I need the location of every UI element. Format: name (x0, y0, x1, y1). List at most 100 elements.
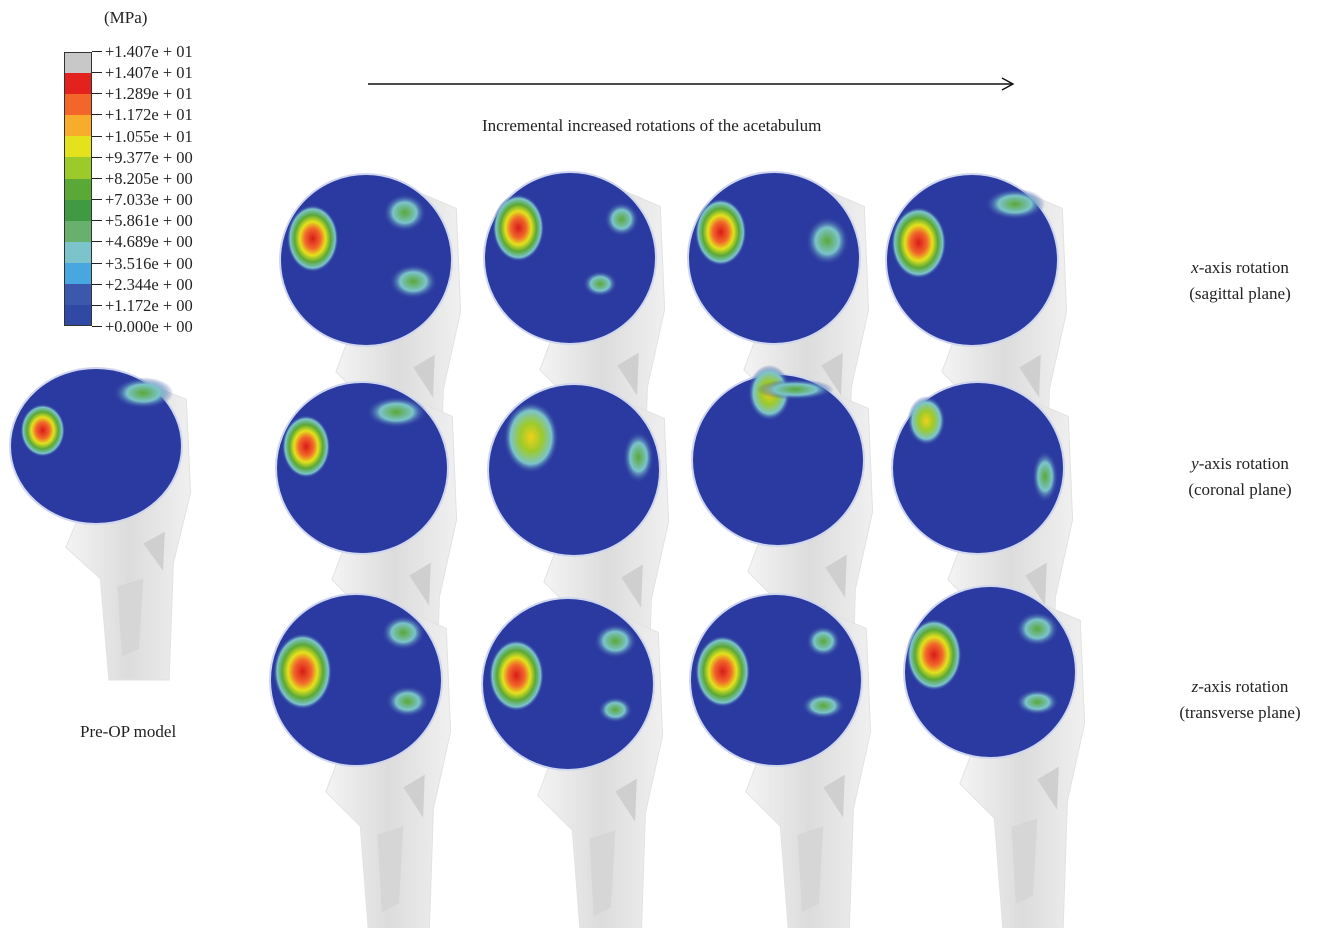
femoral-head-ball (483, 171, 657, 345)
femur-bone-shape (747, 381, 874, 719)
femoral-head-ball (481, 597, 655, 771)
secondary-stress-zone (984, 188, 1046, 220)
bone-facet (615, 778, 637, 822)
femur-head-model (689, 593, 872, 928)
secondary-stress-zone (604, 202, 639, 237)
secondary-stress-zone (582, 270, 618, 297)
secondary-stress-zone (805, 216, 849, 265)
bone-facet (117, 578, 144, 657)
femoral-head-ball (275, 381, 449, 555)
bone-facet (591, 404, 618, 491)
legend-swatch (64, 178, 92, 200)
bone-facet (797, 826, 824, 913)
legend-tick-label: +9.377e + 00 (92, 147, 232, 168)
row-label-z: z-axis rotation (transverse plane) (1179, 677, 1301, 722)
bone-facet (409, 562, 431, 606)
secondary-stress-zone (389, 264, 438, 299)
legend-swatch (64, 241, 92, 263)
legend-swatch (64, 52, 92, 74)
stress-hotspot (488, 639, 544, 712)
bone-facet (993, 406, 1020, 493)
secondary-stress-zone (1015, 611, 1059, 647)
legend-tick-label: +7.033e + 00 (92, 189, 232, 210)
bone-facet (377, 826, 404, 913)
femur-bone-shape (745, 601, 872, 928)
bone-facet (799, 606, 826, 693)
legend-tick-label: +1.289e + 01 (92, 83, 232, 104)
femoral-head-ball (691, 373, 865, 547)
secondary-stress-zone (598, 696, 633, 723)
femur-bone-shape (959, 593, 1086, 928)
bone-facet (589, 830, 616, 917)
femoral-head-ball (687, 171, 861, 345)
stress-hotspot (747, 364, 791, 421)
row-label-y: y-axis rotation (coronal plane) (1188, 454, 1292, 499)
legend-swatch (64, 94, 92, 116)
legend-tick-label: +2.344e + 00 (92, 274, 232, 295)
bone-facet (1019, 354, 1041, 398)
femoral-head-ball (689, 593, 863, 767)
femur-bone-shape (947, 389, 1074, 727)
secondary-stress-zone (756, 379, 834, 400)
secondary-stress-zone (113, 377, 174, 409)
femoral-head-ball (269, 593, 443, 767)
legend-swatch (64, 284, 92, 306)
secondary-stress-zone (1015, 689, 1059, 715)
stress-hotspot (503, 401, 559, 474)
legend-tick-label: +1.407e + 01 (92, 62, 232, 83)
legend-tick-label: +0.000e + 00 (92, 316, 232, 337)
rotation-arrow-caption: Incremental increased rotations of the a… (482, 116, 822, 135)
femur-head-model (687, 171, 870, 517)
legend-tick-label: +8.205e + 00 (92, 168, 232, 189)
stress-hotspot (695, 635, 751, 708)
femur-head-model (885, 173, 1068, 519)
femur-head-model (483, 171, 666, 517)
secondary-stress-zone (1032, 450, 1058, 503)
rotation-arrow (368, 77, 1015, 91)
femur-bone-shape (325, 601, 452, 928)
secondary-stress-zone (806, 625, 841, 657)
femur-head-model (279, 173, 462, 519)
preop-model-label: Pre-OP model (80, 722, 177, 741)
femur-head-model (269, 593, 452, 928)
legend-swatch (64, 199, 92, 221)
femur-bone-shape (543, 391, 670, 729)
secondary-stress-zone (366, 396, 427, 428)
femoral-head-ball (487, 383, 661, 557)
femur-bone-shape (335, 181, 462, 519)
legend-swatch (64, 262, 92, 285)
bone-facet (1037, 766, 1059, 810)
bone-facet (387, 406, 414, 493)
femur-bone-shape (941, 181, 1068, 519)
femur-head-model (903, 585, 1086, 928)
stress-hotspot (492, 194, 545, 262)
femur-head-model (487, 383, 670, 729)
bone-facet (1011, 818, 1038, 905)
color-legend-bar (64, 52, 92, 327)
femur-bone-shape (539, 179, 666, 517)
femoral-head-ball (885, 173, 1059, 347)
femoral-head-ball (279, 173, 453, 347)
legend-tick-label: +1.407e + 01 (92, 41, 232, 62)
femur-head-model (891, 381, 1074, 727)
legend-swatch (64, 305, 92, 327)
bone-facet (823, 774, 845, 818)
stress-hotspot (907, 396, 946, 446)
femur-head-model (481, 597, 664, 928)
legend-swatch (64, 220, 92, 242)
femur-bone-shape (743, 179, 870, 517)
femur-head-model (691, 364, 874, 719)
secondary-stress-zone (383, 193, 427, 232)
bone-facet (413, 354, 435, 398)
femur-head-model (9, 367, 192, 681)
legend-swatch (64, 136, 92, 158)
legend-tick-label: +5.861e + 00 (92, 210, 232, 231)
bone-facet (825, 554, 847, 598)
legend-tick-label: +4.689e + 00 (92, 231, 232, 252)
bone-facet (1025, 562, 1047, 606)
bone-facet (617, 352, 639, 396)
stress-hotspot (286, 204, 339, 273)
bone-facet (621, 564, 643, 608)
stress-hotspot (906, 619, 962, 691)
legend-swatch (64, 157, 92, 179)
